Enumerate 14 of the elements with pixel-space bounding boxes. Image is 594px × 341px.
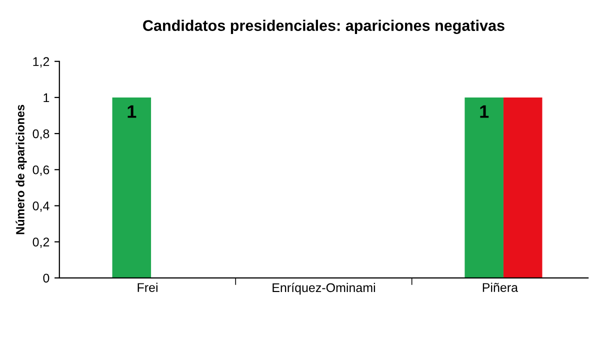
y-tick-label: 0,4 <box>32 202 50 212</box>
y-tick-label: 0,8 <box>32 129 50 140</box>
y-tick-label: 1,2 <box>33 57 50 68</box>
y-tick-label: 0 <box>43 274 50 283</box>
x-tick-label: Piñera <box>482 282 518 292</box>
y-tick-label: 0,2 <box>32 238 50 248</box>
chart-title: Candidatos presidenciales: apariciones negativas <box>143 20 504 34</box>
y-tick-label: 1 <box>44 93 50 102</box>
y-tick-label: 0,6 <box>32 165 50 176</box>
data-label: 1 <box>480 105 489 118</box>
x-tick-label: Frei <box>138 282 158 292</box>
y-axis-title: Número de apariciones <box>16 104 27 234</box>
x-tick-label: Enríquez-Ominami <box>272 282 375 295</box>
data-label: 1 <box>128 105 136 118</box>
